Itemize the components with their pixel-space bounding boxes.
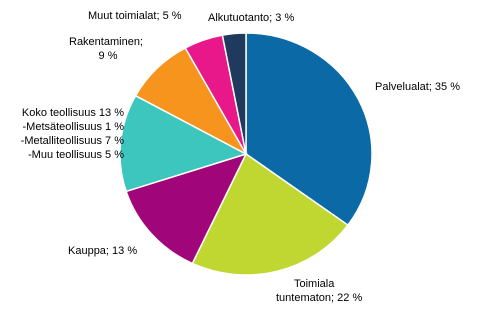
slice-label: -Metsäteollisuus 1 % xyxy=(23,121,125,133)
slice-label: Muut toimialat; 5 % xyxy=(88,10,182,22)
slice-label: -Muu teollisuus 5 % xyxy=(28,149,124,161)
slice-label: Alkutuotanto; 3 % xyxy=(208,12,294,24)
slice-label: 9 % xyxy=(99,50,118,62)
pie-slice xyxy=(119,94,248,193)
slice-label: Toimiala xyxy=(294,278,335,290)
slice-label: -Metalliteollisuus 7 % xyxy=(21,135,125,147)
slice-label: Palvelualat; 35 % xyxy=(375,81,460,93)
slice-label: Kauppa; 13 % xyxy=(68,245,137,257)
slice-label: Rakentaminen; xyxy=(69,36,143,48)
slice-label: tuntematon; 22 % xyxy=(276,292,362,304)
pie-slice xyxy=(221,32,247,155)
slice-label: Koko teollisuus 13 % xyxy=(22,107,124,119)
pie-slice xyxy=(245,32,373,227)
pie-slice xyxy=(125,152,248,265)
